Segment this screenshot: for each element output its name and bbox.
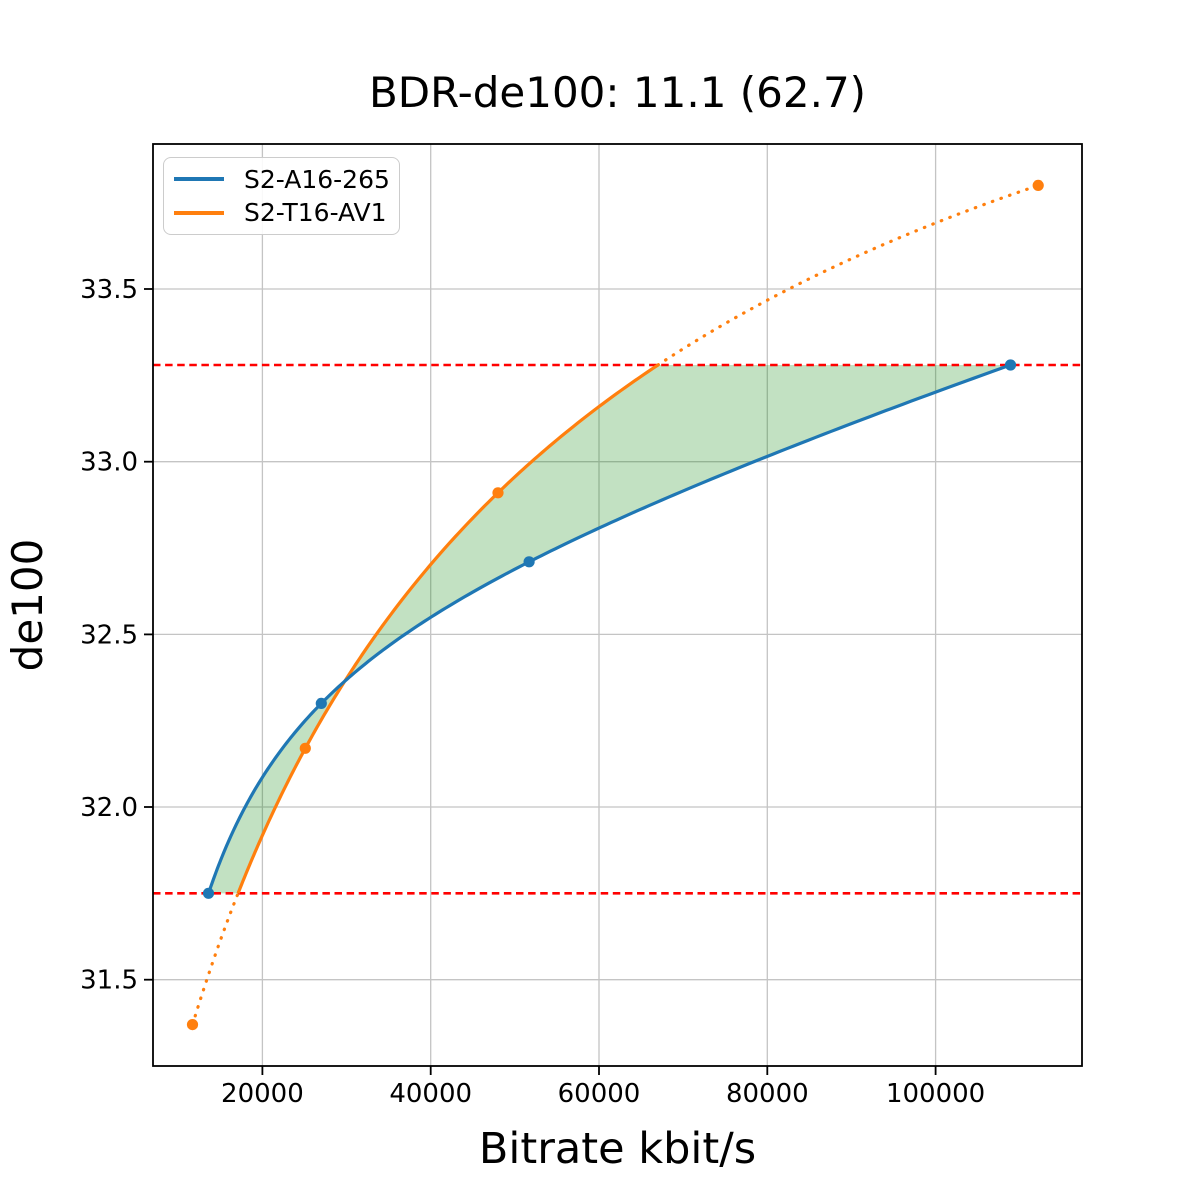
x-axis-label: Bitrate kbit/s [478,1124,757,1174]
legend: S2-A16-265 S2-T16-AV1 [163,157,400,235]
y-tick-label: 33.5 [80,275,138,305]
x-tick-label: 20000 [221,1079,304,1109]
plot-border [152,143,1083,1067]
series-curve-s2-t16-av1-dotted-high [656,183,1040,367]
series-curve-s2-t16-av1-dotted-low [190,891,240,1027]
x-tick-label: 100000 [886,1079,985,1109]
data-point-marker [299,742,311,754]
data-point-marker [315,697,327,710]
legend-label: S2-T16-AV1 [244,198,387,228]
legend-entry-s2-a16-265: S2-A16-265 [174,167,399,192]
bd-shaded-region [208,365,1011,894]
y-tick-label: 33.0 [80,448,138,478]
series-curve-s2-t16-av1 [236,363,659,894]
data-point-marker [492,487,504,499]
y-tick-label: 31.5 [80,966,138,996]
y-tick-label: 32.5 [80,620,138,650]
series-curve-s2-a16-265 [207,363,1012,894]
data-point-marker [202,887,215,899]
data-point-marker [523,556,535,568]
x-tick-label: 80000 [726,1079,809,1109]
data-point-marker [1032,179,1044,191]
data-point-marker [1004,359,1017,371]
legend-entry-s2-t16-av1: S2-T16-AV1 [174,200,399,225]
data-point-marker [186,1019,199,1031]
y-axis-label: de100 [3,538,52,672]
x-tick-label: 40000 [389,1079,472,1109]
legend-line-sample-blue [174,177,224,181]
legend-label: S2-A16-265 [244,164,390,194]
y-tick-label: 32.0 [80,793,138,823]
chart-title: BDR-de100: 11.1 (62.7) [368,68,867,117]
legend-line-sample-orange [174,211,224,215]
x-tick-label: 60000 [558,1079,641,1109]
